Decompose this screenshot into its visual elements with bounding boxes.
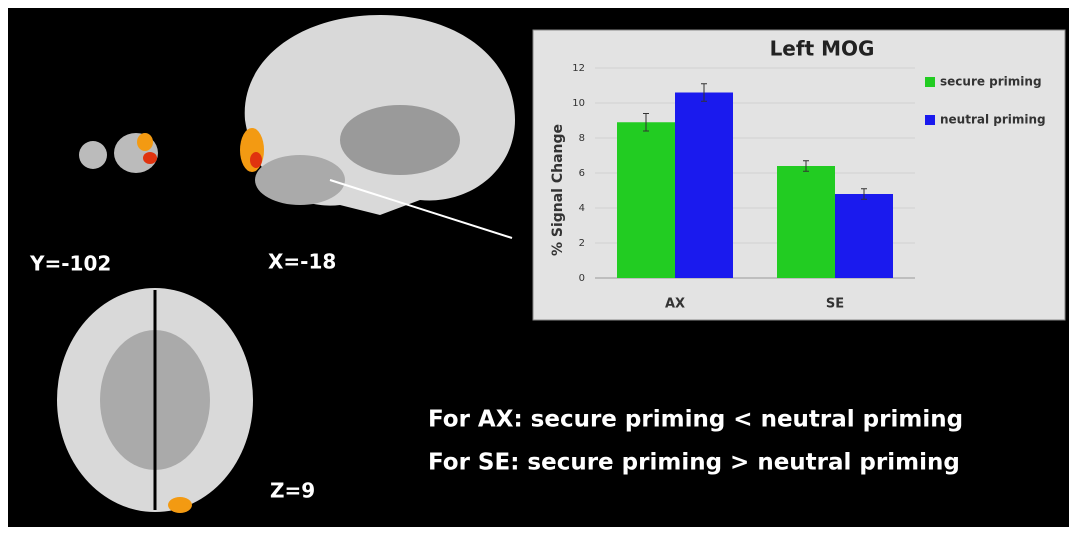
y-tick-label: 10 (572, 98, 585, 109)
error-bar (803, 160, 809, 172)
y-tick-label: 4 (579, 203, 585, 214)
chart-title: Left MOG (770, 37, 875, 61)
legend-swatch (925, 115, 935, 125)
legend-label: neutral priming (940, 113, 1046, 127)
bar (835, 194, 893, 278)
error-bar (701, 83, 707, 102)
sagittal-slice (240, 15, 515, 215)
y-tick-label: 12 (572, 63, 585, 74)
conclusion: For AX: secure priming < neutral priming (428, 407, 963, 433)
bar (777, 166, 835, 278)
x-tick-label: SE (826, 297, 844, 312)
legend-swatch (925, 77, 935, 87)
panel-label: X=-18 (268, 250, 336, 274)
bar (675, 92, 733, 278)
panel-label: Y=-102 (29, 252, 111, 276)
panel-label: Z=9 (270, 479, 315, 503)
axial-slice (57, 288, 253, 513)
y-tick-label: 8 (579, 133, 585, 144)
error-bar (861, 188, 867, 200)
y-tick-label: 6 (579, 168, 585, 179)
conclusion: For SE: secure priming > neutral priming (428, 450, 960, 476)
y-axis-label: % Signal Change (550, 124, 566, 256)
coronal-slice (79, 133, 158, 173)
x-tick-label: AX (665, 297, 685, 312)
bar (617, 122, 675, 278)
y-tick-label: 2 (579, 238, 585, 249)
pointer-line (329, 179, 513, 239)
legend-label: secure priming (940, 75, 1042, 89)
error-bar (643, 113, 649, 132)
y-tick-label: 0 (579, 273, 585, 284)
